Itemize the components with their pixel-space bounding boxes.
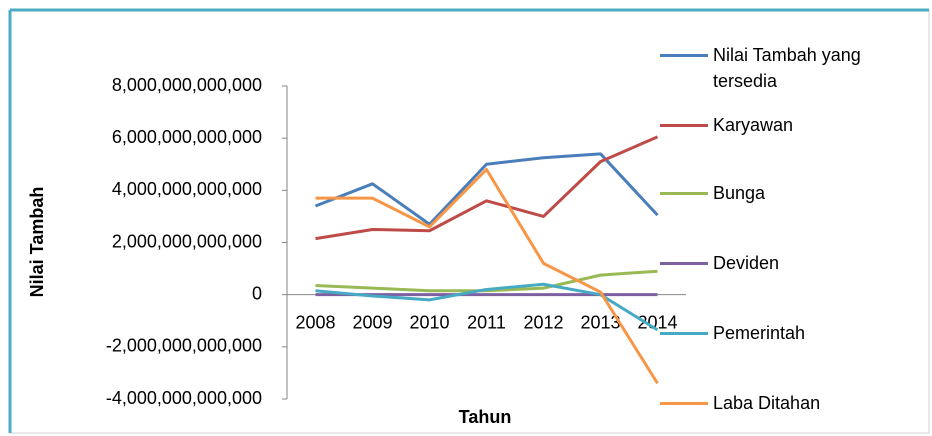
y-tick-label: 2,000,000,000,000 bbox=[112, 231, 262, 251]
series-line bbox=[315, 167, 659, 385]
x-tick-label: 2010 bbox=[409, 312, 449, 332]
legend-swatch bbox=[660, 332, 708, 335]
legend-label: Laba Ditahan bbox=[713, 393, 821, 413]
legend-swatch bbox=[660, 192, 708, 195]
legend-label: Deviden bbox=[713, 253, 780, 273]
y-tick-label: -4,000,000,000,000 bbox=[106, 388, 262, 408]
series-line bbox=[314, 152, 659, 226]
y-axis-title: Nilai Tambah bbox=[27, 187, 47, 298]
legend-swatch bbox=[660, 124, 708, 127]
y-tick-label: 4,000,000,000,000 bbox=[112, 179, 262, 199]
legend-swatch bbox=[660, 54, 708, 57]
x-tick-label: 2012 bbox=[523, 312, 563, 332]
x-tick-label: 2011 bbox=[467, 312, 506, 332]
legend-swatch bbox=[660, 262, 708, 265]
x-tick-label: 2014 bbox=[637, 312, 677, 332]
x-tick-label: 2008 bbox=[295, 312, 335, 332]
frame bbox=[9, 9, 930, 434]
x-tick-label: 2013 bbox=[580, 312, 620, 332]
legend-label: Karyawan bbox=[713, 115, 794, 135]
y-tick-label: -2,000,000,000,000 bbox=[106, 336, 262, 356]
legend-swatch bbox=[660, 402, 708, 405]
x-tick-label: 2009 bbox=[352, 312, 392, 332]
y-tick-label: 6,000,000,000,000 bbox=[112, 127, 262, 147]
x-axis-title: Tahun bbox=[459, 407, 512, 427]
y-tick-label: 8,000,000,000,000 bbox=[112, 75, 262, 95]
legend-label: Bunga bbox=[713, 183, 766, 203]
legend-label: Nilai Tambah yang tersedia bbox=[713, 45, 861, 91]
series-line bbox=[315, 135, 659, 241]
legend-label: Pemerintah bbox=[713, 323, 806, 343]
y-tick-label: 0 bbox=[252, 283, 262, 303]
